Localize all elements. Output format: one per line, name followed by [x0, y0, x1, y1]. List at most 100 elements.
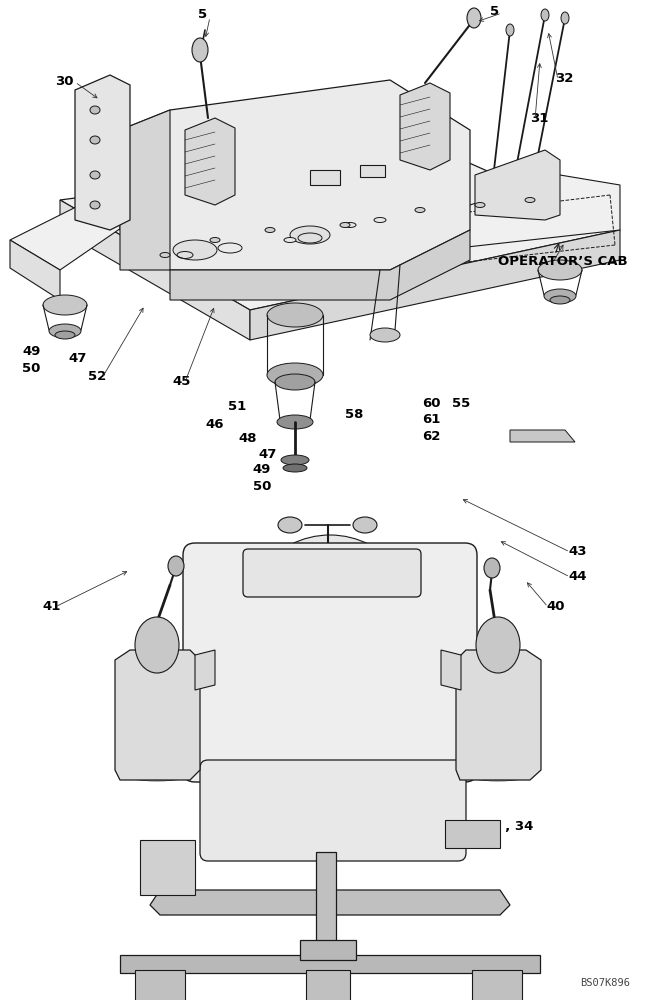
Bar — [445, 820, 500, 848]
Bar — [120, 955, 540, 973]
Ellipse shape — [49, 324, 81, 338]
Text: 47: 47 — [258, 448, 276, 461]
Bar — [316, 852, 336, 942]
Text: 60: 60 — [422, 397, 440, 410]
Ellipse shape — [119, 729, 195, 745]
Polygon shape — [510, 430, 575, 442]
Text: 51: 51 — [228, 400, 246, 413]
Ellipse shape — [467, 8, 481, 28]
FancyBboxPatch shape — [183, 543, 477, 782]
Ellipse shape — [538, 260, 582, 280]
Ellipse shape — [173, 240, 217, 260]
Bar — [140, 840, 195, 895]
Ellipse shape — [290, 226, 330, 244]
Ellipse shape — [153, 880, 163, 890]
Text: 47: 47 — [68, 352, 87, 365]
Bar — [300, 940, 356, 960]
Bar — [360, 165, 385, 177]
Ellipse shape — [460, 675, 536, 691]
Text: OPERATOR’S CAB: OPERATOR’S CAB — [498, 255, 628, 268]
Text: 48: 48 — [238, 432, 256, 445]
Text: 61: 61 — [422, 413, 440, 426]
Polygon shape — [250, 230, 620, 340]
Polygon shape — [10, 195, 140, 270]
Ellipse shape — [460, 693, 536, 709]
Polygon shape — [170, 230, 470, 300]
Polygon shape — [185, 118, 235, 205]
Ellipse shape — [210, 237, 220, 242]
Bar — [310, 170, 340, 185]
Polygon shape — [10, 240, 60, 300]
Ellipse shape — [475, 202, 485, 208]
Ellipse shape — [344, 223, 356, 228]
Bar — [0, 510, 656, 1000]
Text: 49: 49 — [253, 463, 271, 476]
Ellipse shape — [460, 657, 536, 673]
Ellipse shape — [353, 517, 377, 533]
Ellipse shape — [460, 729, 536, 745]
Bar — [472, 970, 522, 1000]
Text: 58: 58 — [345, 408, 363, 421]
Text: 55: 55 — [452, 397, 470, 410]
Ellipse shape — [90, 171, 100, 179]
Text: 40: 40 — [546, 600, 565, 613]
Ellipse shape — [119, 693, 195, 709]
Ellipse shape — [119, 657, 195, 673]
Bar — [135, 970, 185, 1000]
Text: 33 , 34: 33 , 34 — [482, 820, 533, 833]
Text: 5: 5 — [198, 8, 207, 21]
Ellipse shape — [460, 711, 536, 727]
Ellipse shape — [168, 556, 184, 576]
Text: 49: 49 — [22, 345, 41, 358]
Ellipse shape — [370, 328, 400, 342]
Ellipse shape — [265, 228, 275, 232]
Polygon shape — [441, 650, 461, 690]
FancyBboxPatch shape — [243, 549, 421, 597]
Polygon shape — [60, 150, 620, 310]
Text: 32: 32 — [555, 72, 573, 85]
Polygon shape — [440, 175, 620, 250]
Ellipse shape — [43, 295, 87, 315]
Text: 50: 50 — [22, 362, 41, 375]
Ellipse shape — [281, 455, 309, 465]
Polygon shape — [150, 890, 510, 915]
Ellipse shape — [541, 9, 549, 21]
Ellipse shape — [525, 198, 535, 202]
Text: 50: 50 — [253, 480, 271, 493]
Ellipse shape — [119, 675, 195, 691]
Text: 62: 62 — [422, 430, 440, 443]
Ellipse shape — [267, 303, 323, 327]
Polygon shape — [195, 650, 215, 690]
FancyBboxPatch shape — [200, 760, 466, 861]
Ellipse shape — [561, 12, 569, 24]
Polygon shape — [120, 110, 170, 270]
Polygon shape — [400, 83, 450, 170]
Polygon shape — [120, 80, 470, 270]
Ellipse shape — [267, 363, 323, 387]
Ellipse shape — [460, 747, 536, 763]
Ellipse shape — [225, 535, 435, 795]
Bar — [306, 970, 350, 1000]
Text: 46: 46 — [205, 418, 224, 431]
Ellipse shape — [275, 374, 315, 390]
Polygon shape — [475, 150, 560, 220]
Ellipse shape — [90, 106, 100, 114]
Ellipse shape — [160, 252, 170, 257]
Ellipse shape — [476, 617, 520, 673]
Ellipse shape — [484, 558, 500, 578]
Text: 52: 52 — [88, 370, 106, 383]
Ellipse shape — [283, 464, 307, 472]
Ellipse shape — [460, 765, 536, 781]
Ellipse shape — [119, 765, 195, 781]
Text: 45: 45 — [172, 375, 190, 388]
Ellipse shape — [544, 289, 576, 303]
Ellipse shape — [90, 136, 100, 144]
Text: 30: 30 — [55, 75, 73, 88]
Text: 31: 31 — [530, 112, 548, 125]
Ellipse shape — [90, 201, 100, 209]
Ellipse shape — [278, 517, 302, 533]
Ellipse shape — [506, 24, 514, 36]
Polygon shape — [60, 200, 250, 340]
Ellipse shape — [135, 617, 179, 673]
Ellipse shape — [374, 218, 386, 223]
